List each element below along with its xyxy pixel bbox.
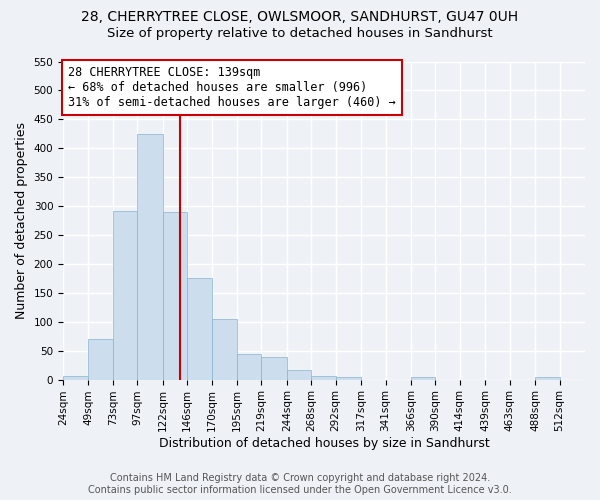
Bar <box>262 357 287 380</box>
Text: Size of property relative to detached houses in Sandhurst: Size of property relative to detached ho… <box>107 28 493 40</box>
Bar <box>212 319 237 380</box>
X-axis label: Distribution of detached houses by size in Sandhurst: Distribution of detached houses by size … <box>158 437 490 450</box>
Text: Contains HM Land Registry data © Crown copyright and database right 2024.
Contai: Contains HM Land Registry data © Crown c… <box>88 474 512 495</box>
Bar <box>113 210 137 380</box>
Bar <box>287 370 311 380</box>
Bar <box>535 378 560 380</box>
Bar <box>311 376 336 380</box>
Bar <box>63 376 88 380</box>
Text: 28 CHERRYTREE CLOSE: 139sqm
← 68% of detached houses are smaller (996)
31% of se: 28 CHERRYTREE CLOSE: 139sqm ← 68% of det… <box>68 66 396 110</box>
Y-axis label: Number of detached properties: Number of detached properties <box>15 122 28 319</box>
Bar <box>88 339 113 380</box>
Bar <box>411 378 436 380</box>
Bar <box>163 212 187 380</box>
Bar <box>187 278 212 380</box>
Text: 28, CHERRYTREE CLOSE, OWLSMOOR, SANDHURST, GU47 0UH: 28, CHERRYTREE CLOSE, OWLSMOOR, SANDHURS… <box>82 10 518 24</box>
Bar <box>336 378 361 380</box>
Bar <box>237 354 262 380</box>
Bar <box>137 134 163 380</box>
